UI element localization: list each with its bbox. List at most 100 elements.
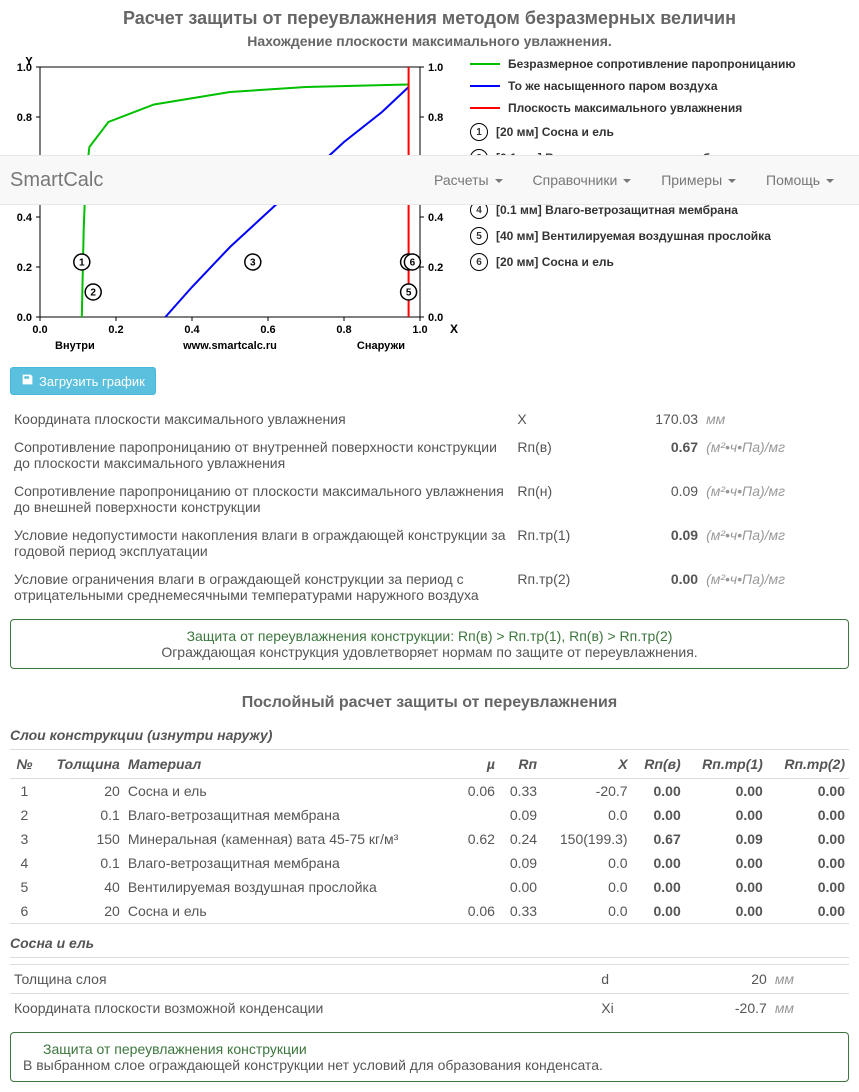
param-row: Сопротивление паропроницанию от внутренн… [10,433,849,477]
cell-mu: 0.06 [457,899,499,924]
cell-r1: 0.00 [685,899,767,924]
col-header: Rп.тр(1) [685,750,767,779]
cell-r1: 0.00 [685,875,767,899]
svg-text:3: 3 [250,258,256,269]
legend-label: [20 мм] Сосна и ель [496,255,614,269]
cell-mu [457,851,499,875]
nav-item[interactable]: Справочники [523,157,642,203]
save-icon [21,373,34,389]
svg-text:0.2: 0.2 [428,262,443,274]
cell-r1: 0.00 [685,779,767,804]
detail-value: -20.7 [656,993,771,1022]
table-row: 40.1Влаго-ветрозащитная мембрана0.090.00… [10,851,849,875]
alert-body: Ограждающая конструкция удовлетворяет но… [23,644,836,660]
cell-x: 0.0 [541,875,632,899]
cell-r2: 0.00 [767,875,849,899]
chart-container: 0.00.20.40.60.81.00.00.00.20.20.40.40.60… [0,57,859,357]
svg-text:0.4: 0.4 [428,212,444,224]
cell-material: Сосна и ель [124,779,457,804]
params-table: Координата плоскости максимального увлаж… [10,405,849,609]
detail-header: Сосна и ель [10,935,849,958]
cell-r2: 0.00 [767,827,849,851]
detail-unit: мм [771,993,849,1022]
detail-value: 20 [656,964,771,993]
section-layers-title: Послойный расчет защиты от переувлажнени… [0,694,859,712]
svg-text:0.0: 0.0 [428,312,443,324]
param-value: 0.00 [616,565,702,609]
cell-material: Минеральная (каменная) вата 45-75 кг/м³ [124,827,457,851]
nav-item[interactable]: Примеры [651,157,746,203]
cell-x: -20.7 [541,779,632,804]
param-unit: (м²•ч•Па)/мг [702,521,849,565]
svg-text:www.smartcalc.ru: www.smartcalc.ru [182,340,277,352]
table-row: 540Вентилируемая воздушная прослойка0.00… [10,875,849,899]
cell-rpv: 0.00 [632,875,685,899]
cell-n: 5 [10,875,39,899]
navbar-brand[interactable]: SmartCalc [0,169,103,192]
table-row: 20.1Влаго-ветрозащитная мембрана0.090.00… [10,803,849,827]
download-chart-label: Загрузить график [39,374,145,389]
detail-row: Толщина слояd20мм [10,964,849,993]
param-value: 0.09 [616,477,702,521]
chevron-down-icon [623,179,631,183]
cell-mu [457,803,499,827]
nav-item[interactable]: Расчеты [424,157,512,203]
cell-r2: 0.00 [767,899,849,924]
cell-material: Влаго-ветрозащитная мембрана [124,851,457,875]
cell-thickness: 150 [39,827,124,851]
legend-label: То же насыщенного паром воздуха [508,79,718,93]
param-symbol: Rп.тр(2) [513,565,616,609]
legend-line: То же насыщенного паром воздуха [470,79,849,93]
svg-text:1.0: 1.0 [428,62,443,74]
legend-swatch [470,63,500,65]
param-symbol: Rп(в) [513,433,616,477]
svg-text:0.8: 0.8 [17,112,32,124]
param-row: Условие недопустимости накопления влаги … [10,521,849,565]
legend-label: [40 мм] Вентилируемая воздушная прослойк… [496,229,771,243]
chart-svg: 0.00.20.40.60.81.00.00.00.20.20.40.40.60… [10,57,460,357]
svg-text:1: 1 [79,258,85,269]
download-chart-button[interactable]: Загрузить график [10,367,156,395]
param-label: Координата плоскости максимального увлаж… [10,405,513,433]
table-row: 120Сосна и ель0.060.33-20.70.000.000.00 [10,779,849,804]
param-unit: (м²•ч•Па)/мг [702,477,849,521]
layer-alert: Защита от переувлажнения конструкции В в… [10,1032,849,1082]
param-row: Условие ограничения влаги в ограждающей … [10,565,849,609]
svg-text:X: X [450,322,458,336]
navbar: SmartCalc Расчеты Справочники Примеры По… [0,155,859,205]
col-header: № [10,750,39,779]
cell-x: 150(199.3) [541,827,632,851]
col-header: Rп(в) [632,750,685,779]
svg-text:Внутри: Внутри [55,340,95,352]
legend-swatch [470,107,500,109]
alert-title: Защита от переувлажнения конструкции: Rп… [23,628,836,644]
svg-text:0.8: 0.8 [336,324,351,336]
nav-item[interactable]: Помощь [756,157,844,203]
legend-label: [0.1 мм] Влаго-ветрозащитная мембрана [496,203,738,217]
legend-label: Плоскость максимального увлажнения [508,101,742,115]
svg-text:Y: Y [25,57,33,68]
cell-mu [457,875,499,899]
param-value: 170.03 [616,405,702,433]
svg-text:Снаружи: Снаружи [357,340,405,352]
svg-text:0.4: 0.4 [184,324,200,336]
param-row: Сопротивление паропроницанию от плоскост… [10,477,849,521]
layers-subheader: Слои конструкции (изнутри наружу) [10,727,849,743]
legend-marker: 6 [470,253,488,271]
col-header: Rп.тр(2) [767,750,849,779]
param-unit: (м²•ч•Па)/мг [702,433,849,477]
svg-text:0.2: 0.2 [17,262,32,274]
param-unit: (м²•ч•Па)/мг [702,565,849,609]
detail-label: Координата плоскости возможной конденсац… [10,993,597,1022]
svg-text:0.0: 0.0 [17,312,32,324]
cell-n: 6 [10,899,39,924]
protection-alert: Защита от переувлажнения конструкции: Rп… [10,619,849,669]
chart-legend: Безразмерное сопротивление паропроницани… [460,57,849,357]
cell-rpv: 0.00 [632,899,685,924]
navbar-nav: Расчеты Справочники Примеры Помощь [424,157,844,203]
detail-symbol: d [597,964,656,993]
svg-text:0.6: 0.6 [260,324,275,336]
cell-rpv: 0.00 [632,779,685,804]
cell-r2: 0.00 [767,779,849,804]
cell-r1: 0.00 [685,803,767,827]
